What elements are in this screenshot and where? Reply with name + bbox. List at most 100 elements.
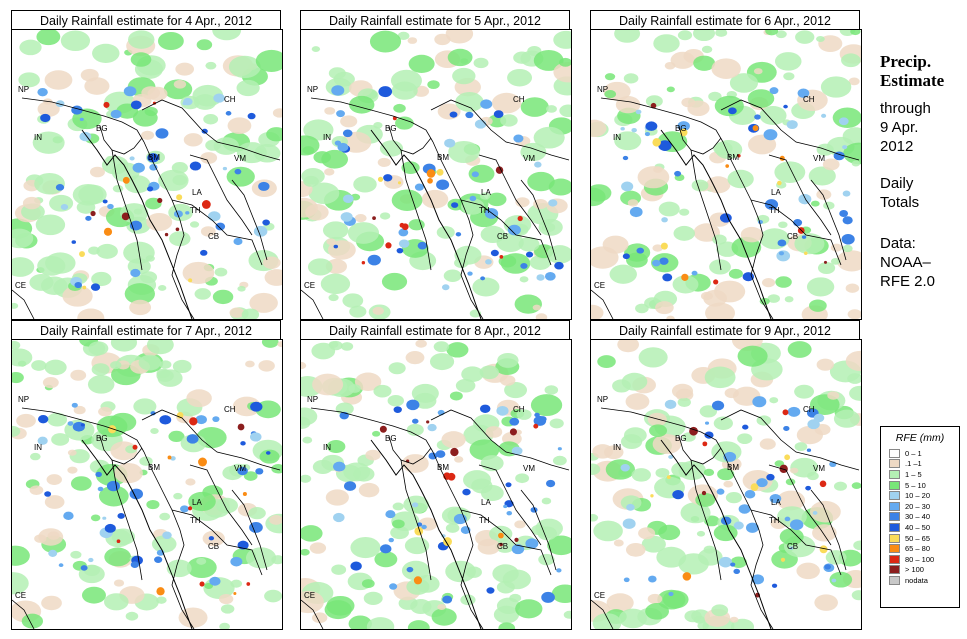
rain-cell-intense	[175, 227, 180, 232]
rain-cell-heavy	[620, 127, 625, 131]
rain-cell	[563, 610, 571, 619]
rain-cell-heavy	[428, 452, 438, 460]
country-border	[720, 409, 860, 471]
rain-cell-heavy	[664, 399, 677, 409]
rain-cell-heavy	[455, 232, 462, 237]
rain-cell-intense	[701, 490, 707, 496]
rain-cell	[546, 105, 557, 113]
rain-cell-heavy	[129, 156, 135, 161]
rain-cell	[249, 292, 278, 313]
rain-cell-heavy	[677, 121, 690, 132]
rain-cell-heavy	[173, 210, 183, 218]
rain-cell	[647, 593, 663, 605]
rain-cell-heavy	[342, 129, 353, 138]
rain-cell	[515, 599, 543, 619]
rain-cell	[822, 158, 840, 171]
rain-cell	[455, 92, 484, 112]
rain-cell	[178, 607, 208, 628]
rain-cell-heavy	[209, 576, 221, 586]
rain-cell	[411, 383, 439, 403]
country-label: LA	[481, 498, 491, 507]
country-label: CH	[803, 95, 815, 104]
rain-cell-heavy	[513, 134, 524, 143]
rain-cell-heavy	[674, 170, 682, 177]
rain-cell	[301, 590, 324, 614]
rain-cell	[480, 225, 506, 244]
rain-cell-intense	[823, 260, 828, 264]
rain-cell	[507, 68, 533, 87]
rain-cell-heavy	[130, 100, 142, 110]
rain-cell	[514, 294, 542, 314]
rain-cell-intense	[666, 475, 671, 480]
rain-cell	[37, 256, 66, 276]
rain-cell	[677, 397, 691, 407]
date-line-2: 2012	[880, 138, 914, 155]
country-label: CH	[513, 405, 525, 414]
rain-cell	[495, 539, 515, 553]
rain-cell	[664, 61, 676, 70]
country-border	[460, 199, 552, 266]
rain-cell-intense	[427, 178, 433, 184]
rain-cell	[794, 233, 825, 255]
rain-cell	[765, 30, 779, 36]
rain-cell	[37, 101, 60, 117]
country-label: IN	[323, 133, 331, 142]
rain-cell	[156, 369, 174, 382]
rain-cell-heavy	[162, 531, 172, 540]
rain-cell	[500, 114, 518, 127]
rain-cell-intense	[198, 457, 207, 467]
rain-cell	[188, 491, 216, 512]
rain-cell	[713, 416, 733, 431]
rain-cell	[666, 86, 675, 93]
rain-cell	[625, 542, 646, 557]
rain-cell	[433, 341, 450, 353]
rain-cell	[532, 304, 541, 311]
rain-cell	[468, 164, 495, 183]
rain-cell	[520, 97, 549, 117]
rain-cell	[606, 593, 634, 613]
country-label: CB	[208, 542, 219, 551]
country-border	[388, 435, 432, 465]
country-border	[678, 125, 722, 155]
rain-cell-intense	[652, 138, 661, 147]
rain-cell-intense	[509, 428, 518, 436]
map-panel-2: Daily Rainfall estimate for 5 Apr., 2012…	[300, 10, 572, 320]
rain-cell	[46, 474, 62, 485]
rain-cell	[157, 285, 167, 291]
rain-cell	[31, 360, 47, 371]
rain-cell-heavy	[462, 488, 471, 496]
legend-label: 40 – 50	[905, 522, 931, 532]
rain-cell-heavy	[539, 416, 547, 423]
legend-label: 30 – 40	[905, 512, 931, 522]
rain-cell-heavy	[644, 131, 651, 137]
country-border	[99, 125, 143, 155]
rain-cell-heavy	[342, 194, 354, 204]
rain-cell-intense	[246, 582, 251, 586]
rain-cell	[775, 276, 792, 288]
data-line-2: NOAA–	[880, 254, 931, 271]
legend-item: 65 – 80	[881, 543, 959, 554]
rain-cell-heavy	[658, 140, 672, 151]
rain-cell	[175, 62, 195, 76]
coastline	[81, 129, 193, 319]
rain-cell-intense	[819, 545, 828, 554]
rain-cell-heavy	[652, 259, 661, 267]
rain-cell	[62, 285, 93, 307]
rain-cell-intense	[737, 154, 741, 158]
rain-cell	[737, 345, 768, 367]
rain-cell	[141, 130, 155, 140]
rain-cell-heavy	[107, 203, 114, 210]
rain-cell	[203, 114, 219, 125]
rain-cell	[703, 545, 716, 554]
rain-cell	[320, 273, 351, 295]
country-border	[478, 464, 542, 546]
rain-cell-heavy	[44, 491, 52, 497]
rain-cell-heavy	[621, 181, 634, 192]
rain-cell	[454, 245, 482, 265]
rain-cell	[759, 106, 787, 125]
country-border	[12, 599, 35, 629]
legend-swatch	[889, 565, 900, 575]
map-canvas: NP IN BG BM CH VM LA TH CB CE	[591, 340, 861, 629]
country-border	[21, 97, 145, 143]
rain-cell	[42, 376, 59, 389]
